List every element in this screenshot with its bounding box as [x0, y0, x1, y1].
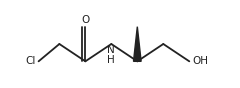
Text: O: O [81, 15, 90, 25]
Polygon shape [133, 27, 141, 61]
Text: OH: OH [192, 56, 208, 66]
Text: Cl: Cl [26, 56, 36, 66]
Text: H: H [108, 55, 115, 65]
Text: N: N [108, 45, 115, 55]
